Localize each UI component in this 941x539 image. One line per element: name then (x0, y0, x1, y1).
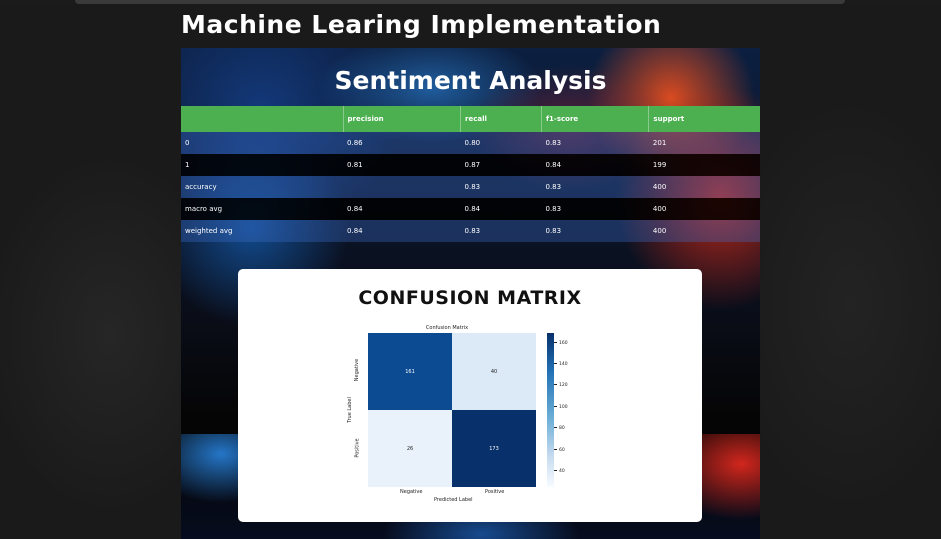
table-cell: 0.83 (460, 176, 542, 198)
table-cell: 0.83 (460, 220, 542, 242)
table-cell: 1 (181, 154, 344, 176)
colorbar-tick: 160 (554, 341, 568, 346)
table-cell: 0.84 (541, 154, 649, 176)
table-cell: 199 (648, 154, 760, 176)
hero-panel: Sentiment Analysis precision recall f1-s… (181, 48, 760, 539)
matrix-cell-value: 26 (406, 445, 414, 452)
table-cell: 0.83 (541, 220, 649, 242)
matrix-cell: 26 (368, 410, 452, 487)
x-tick-label: Positive (485, 489, 505, 495)
table-row: weighted avg 0.84 0.83 0.83 400 (181, 220, 760, 242)
table-cell: macro avg (181, 198, 344, 220)
colorbar (547, 333, 554, 487)
y-tick-label: Positive (354, 438, 361, 458)
table-row: macro avg 0.84 0.84 0.83 400 (181, 198, 760, 220)
table-header (181, 106, 344, 132)
table-cell: 0.83 (541, 176, 649, 198)
table-cell: 0.84 (460, 198, 542, 220)
matrix-cell-value: 40 (490, 368, 498, 375)
table-row: 0 0.86 0.80 0.83 201 (181, 132, 760, 154)
page-title: Machine Learing Implementation (181, 10, 662, 39)
matrix-cell: 161 (368, 333, 452, 410)
matrix-cell-value: 161 (405, 368, 415, 375)
table-cell: 0.83 (541, 198, 649, 220)
matrix-cell: 173 (452, 410, 536, 487)
colorbar-tick: 140 (554, 362, 568, 367)
matrix-cell: 40 (452, 333, 536, 410)
table-cell: accuracy (181, 176, 344, 198)
table-row: 1 0.81 0.87 0.84 199 (181, 154, 760, 176)
table-cell: weighted avg (181, 220, 344, 242)
section-title: Sentiment Analysis (334, 66, 607, 95)
table-cell: 201 (648, 132, 760, 154)
matrix-cell-value: 173 (489, 445, 499, 452)
table-cell: 400 (648, 220, 760, 242)
table-cell: 400 (648, 176, 760, 198)
classification-report-table: precision recall f1-score support 0 0.86… (181, 106, 760, 242)
y-tick-label: Negative (354, 358, 361, 382)
table-header: recall (460, 106, 542, 132)
table-header: precision (342, 106, 461, 132)
confusion-matrix-plot: Confusion Matrix 161 40 26 173 Negative … (344, 321, 594, 505)
confusion-matrix-card: CONFUSION MATRIX Confusion Matrix 161 40… (238, 269, 702, 522)
table-header-row: precision recall f1-score support (181, 106, 760, 132)
table-header: f1-score (540, 106, 649, 132)
table-cell: 0 (181, 132, 344, 154)
table-cell: 0.80 (460, 132, 542, 154)
table-cell: 0.81 (343, 154, 461, 176)
colorbar-tick: 80 (554, 426, 565, 431)
x-tick-label: Negative (400, 489, 423, 495)
table-cell (343, 176, 461, 198)
y-axis-label: True Label (346, 397, 353, 423)
x-axis-label: Predicted Label (434, 497, 473, 503)
table-cell: 0.86 (343, 132, 461, 154)
table-cell: 400 (648, 198, 760, 220)
table-cell: 0.87 (460, 154, 542, 176)
table-header: support (648, 106, 760, 132)
table-cell: 0.84 (343, 198, 461, 220)
browser-top-edge (75, 0, 845, 4)
confusion-matrix-heading: CONFUSION MATRIX (358, 287, 582, 309)
table-row: accuracy 0.83 0.83 400 (181, 176, 760, 198)
colorbar-tick: 120 (554, 383, 568, 388)
colorbar-tick: 100 (554, 405, 568, 410)
plot-title: Confusion Matrix (425, 325, 469, 331)
table-cell: 0.83 (541, 132, 649, 154)
colorbar-tick: 60 (554, 448, 565, 453)
colorbar-tick: 40 (554, 469, 565, 474)
table-cell: 0.84 (343, 220, 461, 242)
